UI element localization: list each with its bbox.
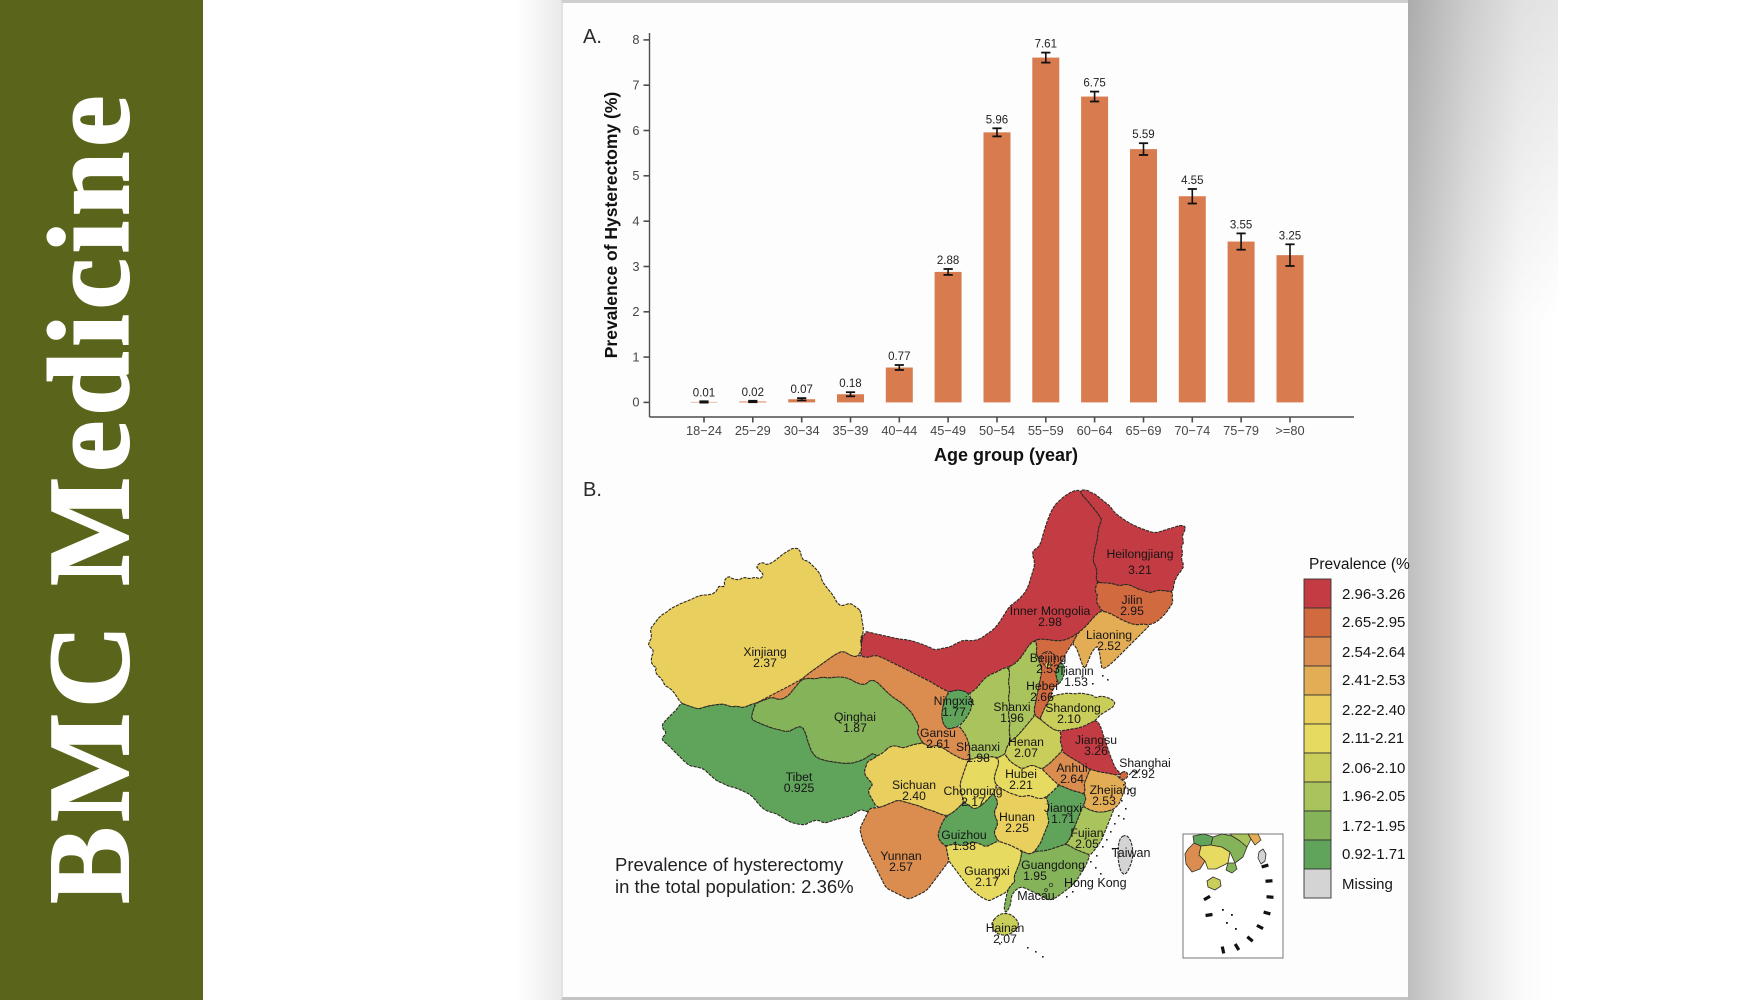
svg-text:2.10: 2.10 — [1057, 712, 1081, 726]
svg-text:Prevalence of Hysterectomy (%): Prevalence of Hysterectomy (%) — [601, 92, 621, 359]
svg-text:60−64: 60−64 — [1077, 423, 1113, 438]
svg-text:3.21: 3.21 — [1128, 563, 1152, 577]
svg-text:3.26: 3.26 — [1084, 744, 1108, 758]
svg-text:3.55: 3.55 — [1230, 219, 1252, 231]
svg-text:Prevalence of hysterectomy: Prevalence of hysterectomy — [615, 854, 844, 875]
svg-text:1.38: 1.38 — [952, 839, 976, 853]
svg-text:3: 3 — [632, 259, 639, 274]
svg-text:2.07: 2.07 — [1014, 746, 1038, 760]
svg-text:0.02: 0.02 — [742, 387, 764, 399]
svg-text:18−24: 18−24 — [686, 423, 722, 438]
svg-text:1.87: 1.87 — [843, 721, 867, 735]
svg-text:0.92-1.71: 0.92-1.71 — [1342, 846, 1405, 863]
svg-text:2.65-2.95: 2.65-2.95 — [1342, 614, 1405, 631]
svg-text:50−54: 50−54 — [979, 423, 1015, 438]
svg-text:2.40: 2.40 — [902, 789, 926, 803]
svg-text:0.77: 0.77 — [888, 351, 910, 363]
svg-text:1: 1 — [632, 349, 639, 364]
svg-text:30−34: 30−34 — [784, 423, 820, 438]
svg-text:2.37: 2.37 — [753, 656, 777, 670]
svg-text:2.53: 2.53 — [1036, 662, 1060, 676]
svg-text:2.53: 2.53 — [1092, 794, 1116, 808]
svg-text:1.71: 1.71 — [1051, 812, 1075, 826]
svg-text:0.925: 0.925 — [784, 781, 815, 795]
svg-text:>=80: >=80 — [1275, 423, 1304, 438]
svg-text:3.25: 3.25 — [1279, 230, 1301, 242]
svg-text:Taiwan: Taiwan — [1112, 846, 1151, 860]
svg-text:2.92: 2.92 — [1131, 767, 1155, 781]
svg-text:5.59: 5.59 — [1132, 129, 1154, 141]
svg-text:2.98: 2.98 — [1038, 615, 1062, 629]
svg-text:B.: B. — [583, 479, 602, 501]
svg-text:2.61: 2.61 — [926, 737, 950, 751]
svg-text:0.01: 0.01 — [693, 387, 715, 399]
svg-text:25−29: 25−29 — [735, 423, 771, 438]
svg-text:Prevalence (%): Prevalence (%) — [1309, 556, 1410, 573]
svg-text:35−39: 35−39 — [833, 423, 869, 438]
svg-text:1.72-1.95: 1.72-1.95 — [1342, 818, 1405, 835]
svg-text:0.07: 0.07 — [791, 384, 813, 396]
svg-text:2.64: 2.64 — [1060, 772, 1084, 786]
svg-text:1.53: 1.53 — [1064, 675, 1088, 689]
svg-text:2.54-2.64: 2.54-2.64 — [1342, 644, 1405, 661]
svg-text:2.06-2.10: 2.06-2.10 — [1342, 760, 1405, 777]
svg-text:1.98: 1.98 — [966, 751, 990, 765]
svg-text:1.96: 1.96 — [1000, 711, 1024, 725]
svg-text:Age group (year): Age group (year) — [934, 445, 1078, 465]
svg-text:7.61: 7.61 — [1035, 39, 1057, 51]
svg-text:1.77: 1.77 — [942, 705, 966, 719]
svg-text:in the total population: 2.36%: in the total population: 2.36% — [615, 876, 854, 897]
svg-text:4: 4 — [632, 214, 639, 229]
svg-text:2.25: 2.25 — [1005, 821, 1029, 835]
svg-text:2.05: 2.05 — [1075, 837, 1099, 851]
svg-text:2.88: 2.88 — [937, 255, 959, 267]
svg-text:2.17: 2.17 — [961, 795, 985, 809]
svg-text:0.18: 0.18 — [839, 378, 861, 390]
svg-text:70−74: 70−74 — [1174, 423, 1210, 438]
svg-text:2.11-2.21: 2.11-2.21 — [1342, 730, 1404, 747]
svg-text:0: 0 — [632, 395, 639, 410]
svg-text:45−49: 45−49 — [930, 423, 966, 438]
svg-text:6.75: 6.75 — [1083, 78, 1105, 90]
svg-text:2.95: 2.95 — [1120, 604, 1144, 618]
svg-text:7: 7 — [632, 78, 639, 93]
svg-text:Missing: Missing — [1342, 876, 1393, 893]
svg-text:1.95: 1.95 — [1023, 869, 1047, 883]
svg-text:4.55: 4.55 — [1181, 175, 1203, 187]
svg-text:5.96: 5.96 — [986, 114, 1008, 126]
svg-text:2.52: 2.52 — [1097, 639, 1121, 653]
svg-text:65−69: 65−69 — [1126, 423, 1162, 438]
svg-text:2.17: 2.17 — [975, 875, 999, 889]
svg-text:2.21: 2.21 — [1009, 778, 1033, 792]
svg-text:A.: A. — [583, 26, 602, 48]
svg-text:2.41-2.53: 2.41-2.53 — [1342, 672, 1405, 689]
svg-text:5: 5 — [632, 168, 639, 183]
svg-text:40−44: 40−44 — [881, 423, 917, 438]
svg-text:2.07: 2.07 — [993, 932, 1017, 946]
svg-text:1.96-2.05: 1.96-2.05 — [1342, 788, 1405, 805]
svg-text:2.22-2.40: 2.22-2.40 — [1342, 702, 1405, 719]
svg-text:Macau: Macau — [1017, 889, 1055, 903]
svg-text:Hong Kong: Hong Kong — [1064, 876, 1127, 890]
svg-text:2.96-3.26: 2.96-3.26 — [1342, 586, 1405, 603]
svg-text:55−59: 55−59 — [1028, 423, 1064, 438]
svg-text:Heilongjiang: Heilongjiang — [1106, 547, 1173, 561]
svg-text:8: 8 — [632, 32, 639, 47]
svg-text:6: 6 — [632, 123, 639, 138]
svg-text:2.57: 2.57 — [889, 860, 913, 874]
svg-text:75−79: 75−79 — [1223, 423, 1259, 438]
svg-text:2: 2 — [632, 304, 639, 319]
